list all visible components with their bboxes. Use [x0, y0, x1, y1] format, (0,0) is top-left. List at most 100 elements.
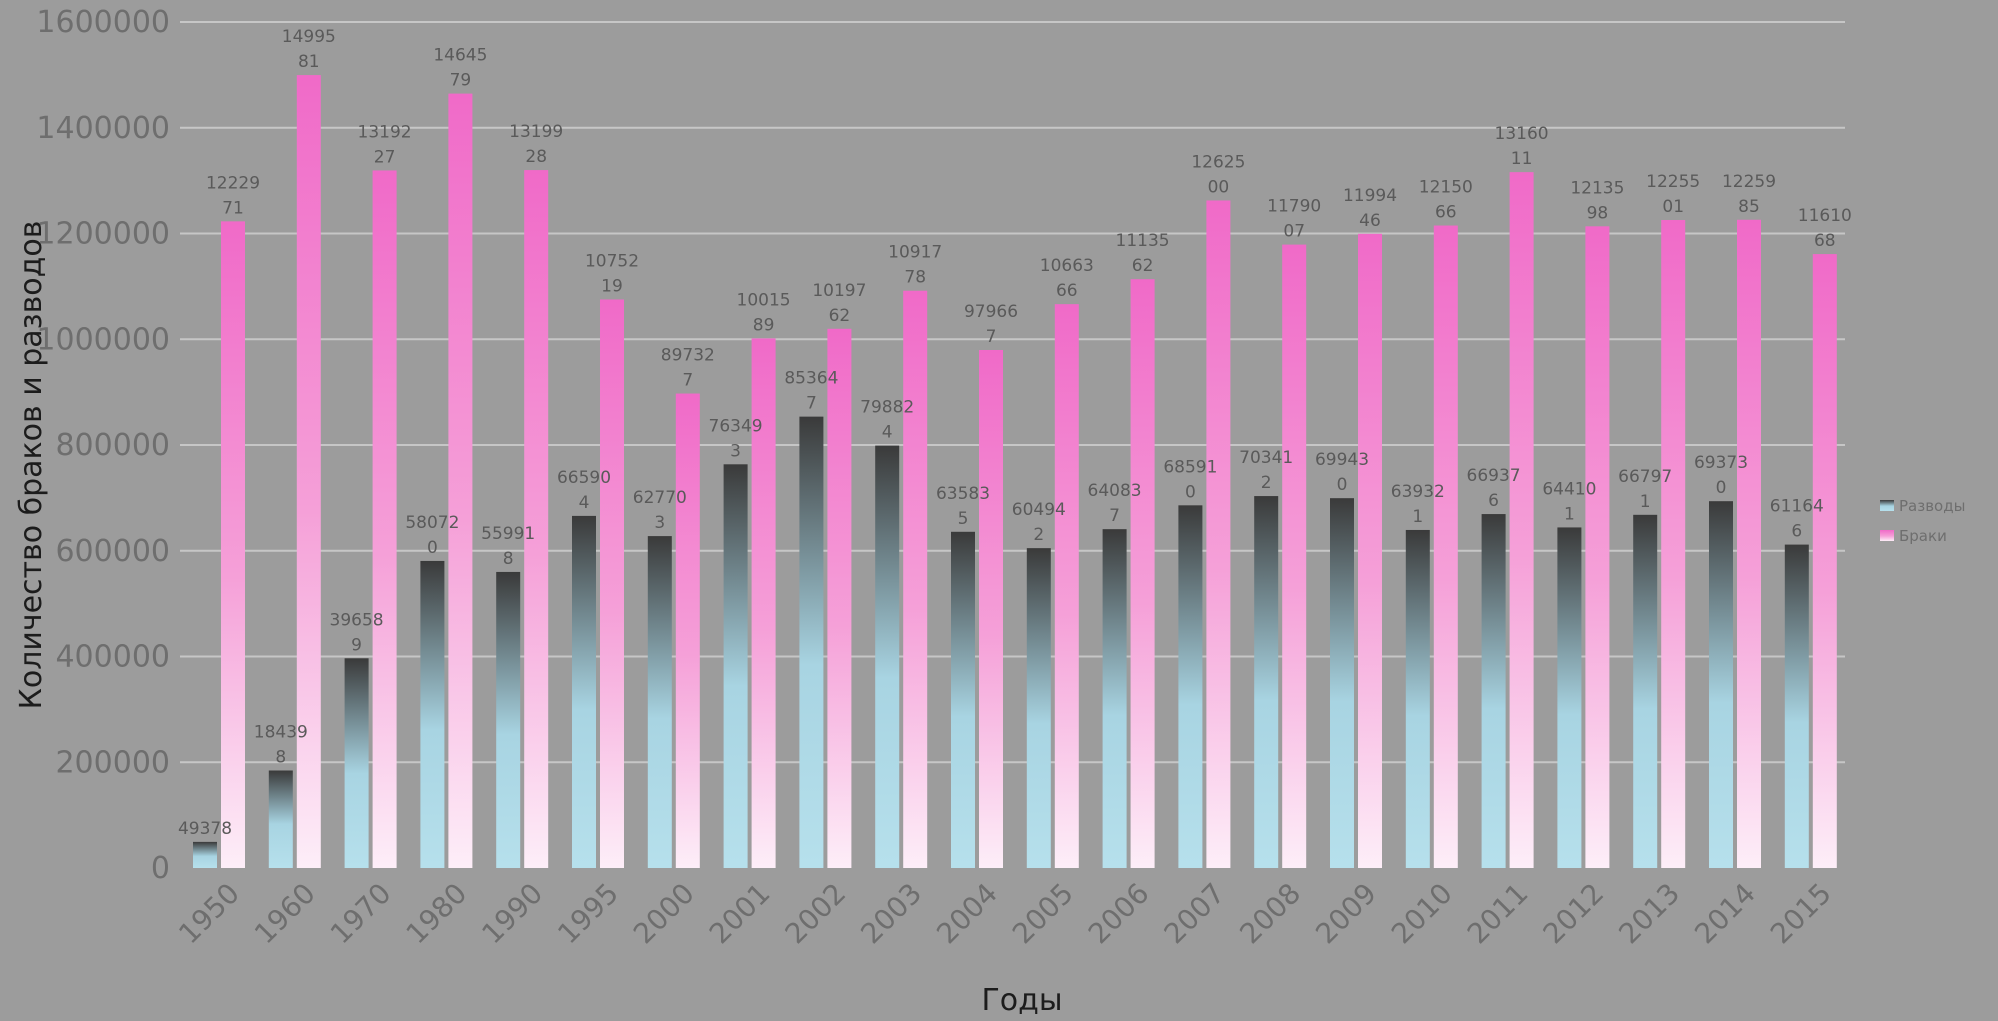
data-label: 3: [730, 441, 741, 461]
data-label: 28: [525, 147, 547, 167]
data-label: 63583: [936, 484, 990, 504]
data-label: 63932: [1391, 482, 1445, 502]
data-label: 11135: [1116, 231, 1170, 251]
bar-marriages[interactable]: [448, 93, 473, 868]
x-tick-label: 2002: [779, 877, 853, 951]
bar-divorces[interactable]: [1026, 548, 1051, 868]
bar-divorces[interactable]: [647, 536, 672, 868]
bar-divorces[interactable]: [420, 560, 445, 868]
data-label: 2: [1033, 525, 1044, 545]
bar-divorces[interactable]: [572, 515, 596, 868]
bar-marriages[interactable]: [903, 290, 928, 868]
x-tick-label: 1960: [248, 877, 322, 951]
bar-divorces[interactable]: [1481, 514, 1506, 868]
data-label: 66: [1435, 203, 1457, 223]
bar-marriages[interactable]: [524, 170, 549, 868]
data-label: 19: [601, 276, 623, 296]
bar-marriages[interactable]: [600, 299, 624, 868]
data-label: 64410: [1542, 479, 1596, 499]
data-label: 1: [1564, 504, 1575, 524]
data-label: 89732: [661, 346, 715, 366]
data-label: 4: [579, 493, 590, 513]
bar-divorces[interactable]: [723, 464, 748, 868]
bar-marriages[interactable]: [1661, 220, 1686, 868]
bar-divorces[interactable]: [344, 658, 369, 868]
bar-divorces[interactable]: [1330, 498, 1354, 868]
bar-divorces[interactable]: [1557, 527, 1582, 868]
x-tick-label: 1995: [551, 877, 625, 951]
data-label: 13160: [1495, 124, 1549, 144]
bar-marriages[interactable]: [979, 350, 1003, 868]
bar-marriages[interactable]: [372, 170, 397, 868]
data-label: 7: [986, 327, 997, 347]
bar-divorces[interactable]: [1405, 529, 1430, 868]
x-tick-label: 2006: [1082, 877, 1156, 951]
data-label: 79882: [860, 398, 914, 418]
data-label: 07: [1283, 222, 1305, 242]
bar-marriages[interactable]: [751, 338, 776, 869]
data-label: 78: [904, 268, 926, 288]
legend: Разводы Браки: [1880, 497, 1965, 545]
x-tick-label: 2003: [854, 877, 928, 951]
bar-divorces[interactable]: [496, 571, 521, 868]
bar-marriages[interactable]: [296, 75, 321, 868]
data-label: 76349: [709, 416, 763, 436]
bar-marriages[interactable]: [1206, 200, 1231, 868]
data-label: 66590: [557, 468, 611, 488]
bar-divorces[interactable]: [1784, 544, 1809, 868]
y-axis-title: Количество браков и разводов: [14, 221, 49, 710]
bar-marriages[interactable]: [1737, 219, 1761, 868]
data-label: 70341: [1239, 448, 1293, 468]
legend-item-marriages[interactable]: Браки: [1880, 527, 1947, 545]
bar-marriages[interactable]: [221, 221, 245, 869]
data-label: 0: [1185, 482, 1196, 502]
x-tick-label: 2012: [1537, 877, 1611, 951]
data-label: 10663: [1040, 256, 1094, 276]
legend-item-divorces[interactable]: Разводы: [1880, 497, 1965, 515]
bar-marriages[interactable]: [1585, 226, 1610, 868]
data-label: 12625: [1191, 152, 1245, 172]
bar-marriages[interactable]: [675, 393, 700, 868]
bar-divorces[interactable]: [799, 416, 824, 868]
bar-divorces[interactable]: [193, 841, 217, 868]
data-label: 62770: [633, 488, 687, 508]
data-label: 7: [1109, 506, 1120, 526]
data-label: 10015: [737, 290, 791, 310]
bar-marriages[interactable]: [827, 328, 852, 868]
bar-marriages[interactable]: [1812, 254, 1837, 868]
legend-label-divorces: Разводы: [1899, 497, 1965, 515]
data-label: 39658: [330, 610, 384, 630]
bar-marriages[interactable]: [1358, 233, 1382, 869]
data-label: 13199: [509, 122, 563, 142]
bar-marriages[interactable]: [1433, 225, 1458, 868]
data-label: 58072: [405, 513, 459, 533]
bar-divorces[interactable]: [1178, 505, 1203, 868]
data-label: 98: [1587, 203, 1609, 223]
bar-marriages[interactable]: [1130, 279, 1155, 868]
data-label: 9: [351, 635, 362, 655]
bar-marriages[interactable]: [1054, 304, 1079, 869]
y-tick-label: 1400000: [36, 111, 170, 146]
data-label: 66: [1056, 281, 1078, 301]
data-label: 68591: [1163, 457, 1217, 477]
bar-divorces[interactable]: [1709, 501, 1733, 868]
data-label: 1: [1412, 507, 1423, 527]
bar-divorces[interactable]: [951, 531, 975, 868]
bar-divorces[interactable]: [268, 770, 293, 868]
data-label: 4: [882, 423, 893, 443]
data-label: 71: [222, 198, 244, 218]
bar-marriages[interactable]: [1509, 172, 1534, 868]
bar-divorces[interactable]: [1633, 514, 1658, 868]
x-tick-label: 2001: [703, 877, 777, 951]
bar-divorces[interactable]: [875, 445, 900, 868]
x-tick-label: 1950: [172, 877, 246, 951]
bar-divorces[interactable]: [1254, 496, 1279, 868]
x-tick-label: 2009: [1309, 877, 1383, 951]
data-label: 11610: [1798, 206, 1852, 226]
data-label: 8: [503, 549, 514, 569]
data-label: 3: [654, 513, 665, 533]
bar-marriages[interactable]: [1282, 244, 1307, 869]
x-axis-title: Годы: [981, 983, 1062, 1018]
bar-divorces[interactable]: [1102, 529, 1127, 868]
